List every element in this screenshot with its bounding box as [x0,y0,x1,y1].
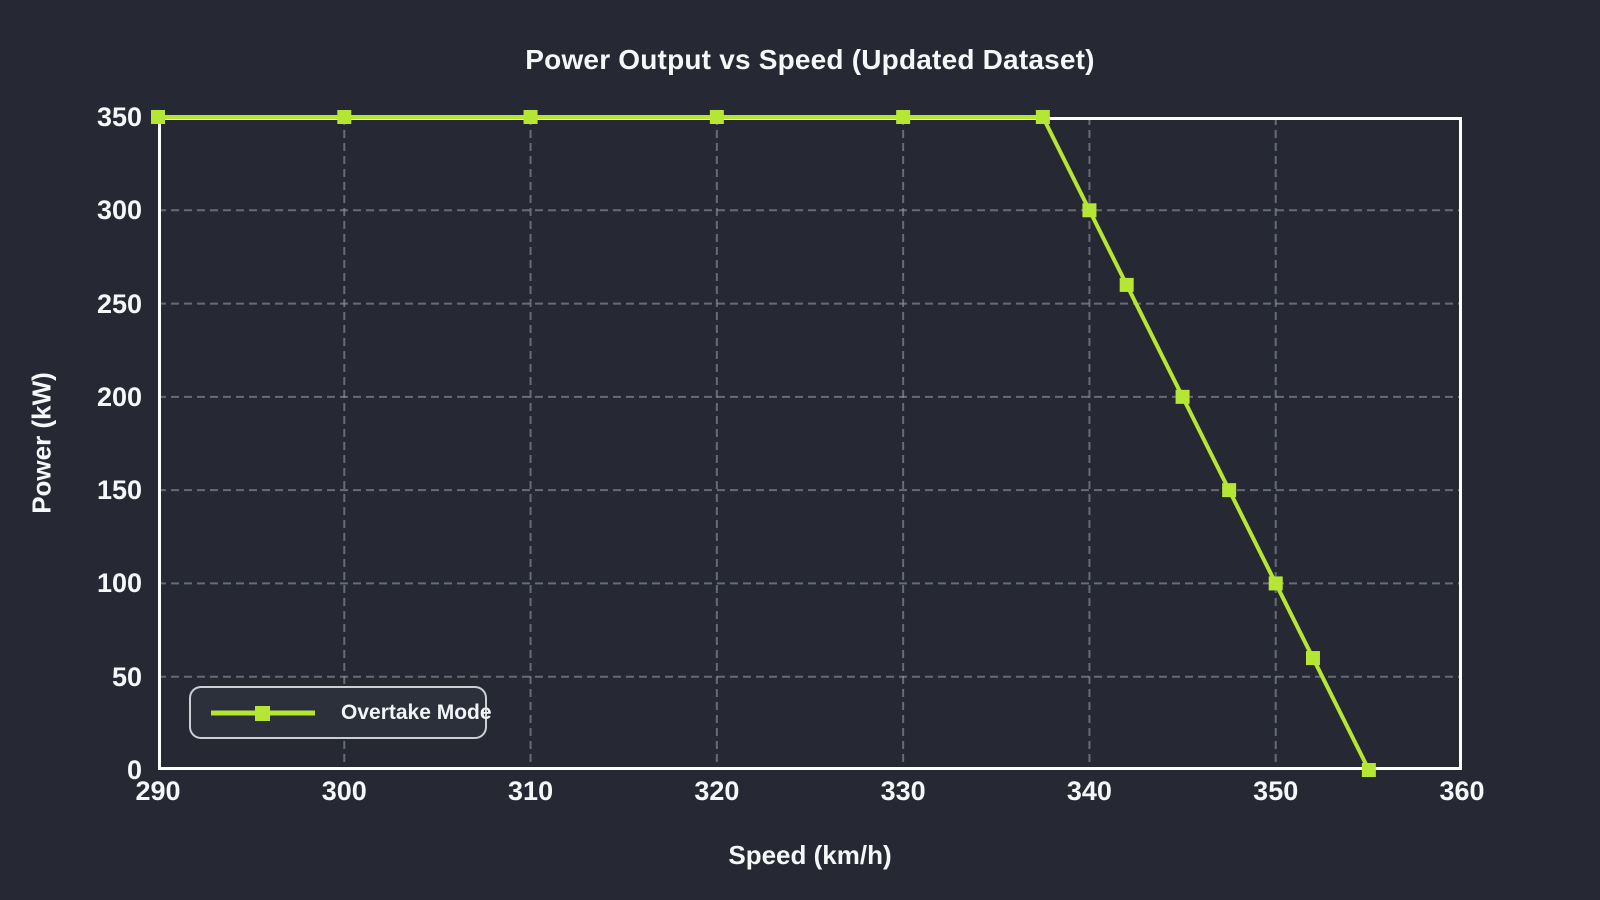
x-axis-label: Speed (km/h) [728,840,892,870]
x-tick-label: 330 [880,776,926,806]
x-tick-label: 320 [694,776,740,806]
x-tick-label: 340 [1066,776,1112,806]
x-tick-label: 350 [1253,776,1299,806]
y-tick-label: 200 [96,381,142,412]
y-axis-label: Power (kW) [26,372,57,514]
x-tick-label: 290 [135,776,181,806]
chart-title: Power Output vs Speed (Updated Dataset) [525,44,1095,75]
y-tick-label: 300 [96,195,142,226]
y-tick-label: 50 [111,661,142,692]
x-tick-label: 310 [508,776,554,806]
y-tick-label: 350 [96,102,142,132]
y-tick-label: 250 [96,288,142,319]
x-tick-label: 360 [1439,776,1485,806]
y-tick-label: 0 [126,755,142,785]
line-plot [151,110,1462,777]
legend: Overtake Mode [189,686,492,739]
legend-line-marker-icon [211,705,315,721]
y-tick-label: 150 [96,475,142,506]
y-tick-label: 100 [96,568,142,599]
legend-series-label: Overtake Mode [341,700,492,724]
plot-area [151,110,1462,777]
x-tick-label: 300 [321,776,367,806]
